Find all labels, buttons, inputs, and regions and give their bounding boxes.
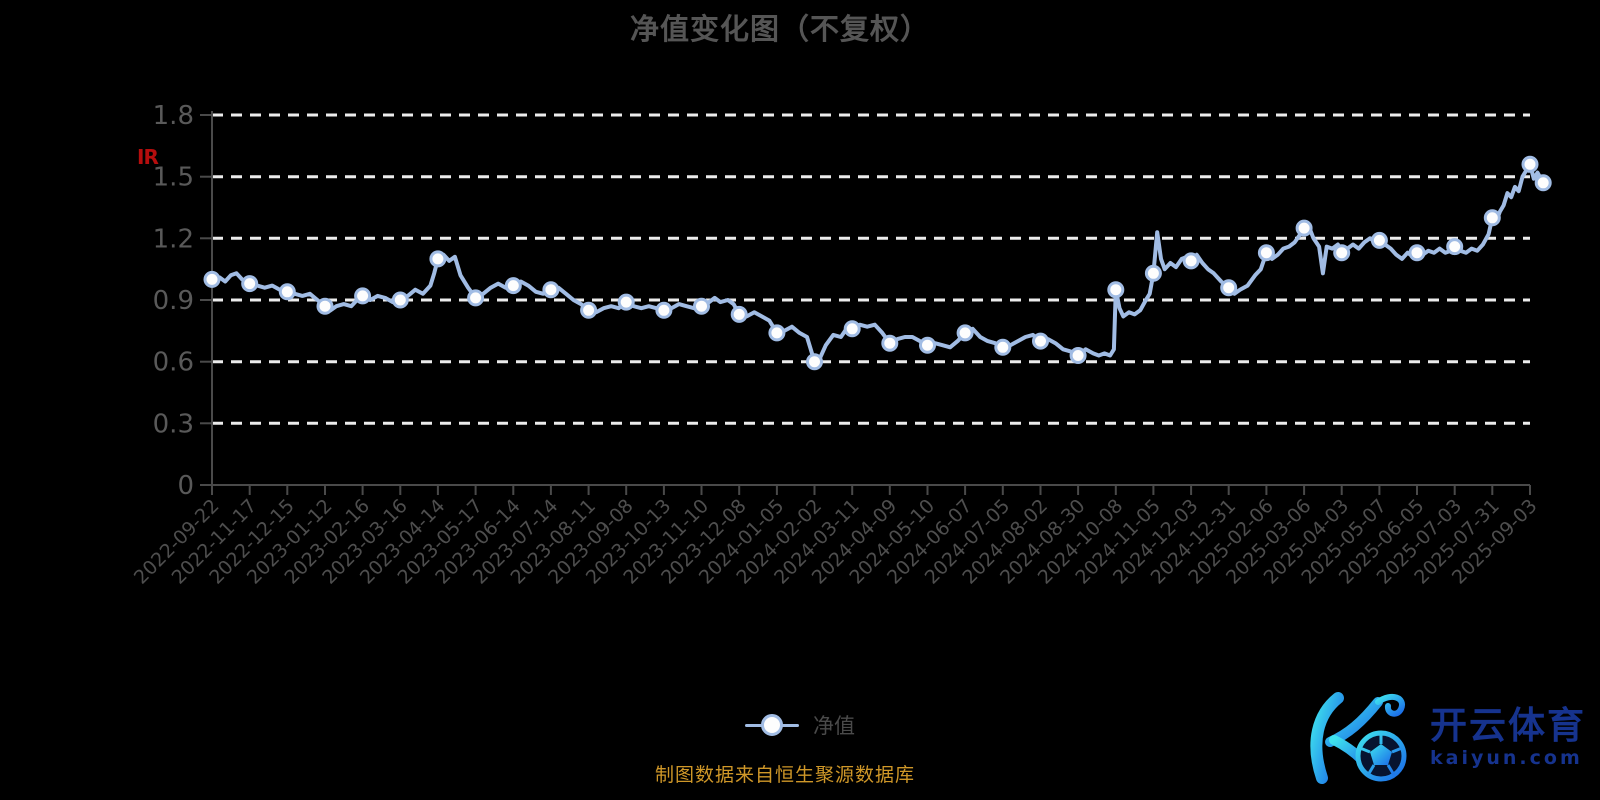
data-point-marker: [1069, 347, 1087, 364]
legend-label: 净值: [813, 714, 855, 738]
data-point-marker: [1370, 231, 1388, 249]
red-watermark-label: IR: [137, 145, 159, 169]
data-point-marker: [203, 270, 221, 288]
y-tick-label: 1.2: [153, 224, 194, 254]
kaiyun-logo[interactable]: 开云体育 kaiyun.com: [1302, 690, 1586, 786]
data-point-marker: [278, 283, 296, 301]
data-point-marker: [504, 277, 522, 295]
data-point-marker: [1144, 264, 1162, 282]
legend-marker: [745, 714, 799, 736]
data-point-marker: [354, 287, 372, 305]
data-point-marker: [806, 353, 823, 371]
y-tick-label: 1.5: [153, 163, 194, 193]
data-point-marker: [1182, 252, 1200, 270]
y-tick-label: 1.8: [153, 101, 194, 131]
data-point-marker: [1220, 279, 1238, 297]
kaiyun-domain: kaiyun.com: [1430, 747, 1583, 770]
kaiyun-k-soccer-icon: [1310, 692, 1407, 784]
data-point-marker: [1534, 174, 1552, 192]
data-point-marker: [542, 281, 560, 299]
data-point-marker: [1257, 244, 1275, 262]
chart-title: 净值变化图（不复权）: [629, 12, 930, 46]
data-point-marker: [1295, 219, 1313, 237]
data-point-marker: [617, 293, 635, 311]
data-point-marker: [1032, 332, 1049, 350]
data-point-marker: [1408, 244, 1426, 262]
data-point-marker: [467, 289, 485, 307]
data-point-marker: [655, 301, 673, 319]
data-point-marker: [730, 305, 748, 323]
y-tick-label: 0: [177, 471, 194, 501]
data-point-marker: [919, 336, 936, 354]
data-point-marker: [241, 275, 259, 293]
data-point-marker: [956, 324, 974, 342]
data-point-marker: [1483, 209, 1501, 227]
y-tick-label: 0.6: [153, 348, 194, 378]
legend: 净值: [0, 710, 1600, 740]
data-point-marker: [768, 324, 786, 342]
kaiyun-brand-name: 开云体育: [1430, 703, 1586, 747]
data-point-marker: [1446, 238, 1464, 256]
netvalue-series-line: [210, 162, 1546, 364]
data-point-marker: [1333, 244, 1351, 262]
netvalue-line-chart: 00.30.60.91.21.51.82022-09-222022-11-172…: [130, 101, 1552, 589]
data-source-note: 制图数据来自恒生聚源数据库: [654, 764, 915, 786]
y-tick-label: 0.9: [153, 286, 194, 316]
legend-dot-icon: [761, 714, 783, 736]
data-point-marker: [429, 250, 447, 268]
data-point-marker: [580, 301, 598, 319]
data-point-marker: [843, 320, 861, 338]
data-point-marker: [1521, 155, 1539, 173]
data-point-marker: [881, 334, 899, 352]
y-tick-label: 0.3: [153, 409, 194, 439]
data-point-marker: [1107, 281, 1125, 299]
data-point-marker: [316, 297, 334, 315]
kaiyun-logo-text: 开云体育 kaiyun.com: [1430, 703, 1586, 770]
data-point-marker: [391, 291, 409, 309]
data-point-marker: [693, 297, 710, 315]
data-point-marker: [994, 338, 1012, 356]
